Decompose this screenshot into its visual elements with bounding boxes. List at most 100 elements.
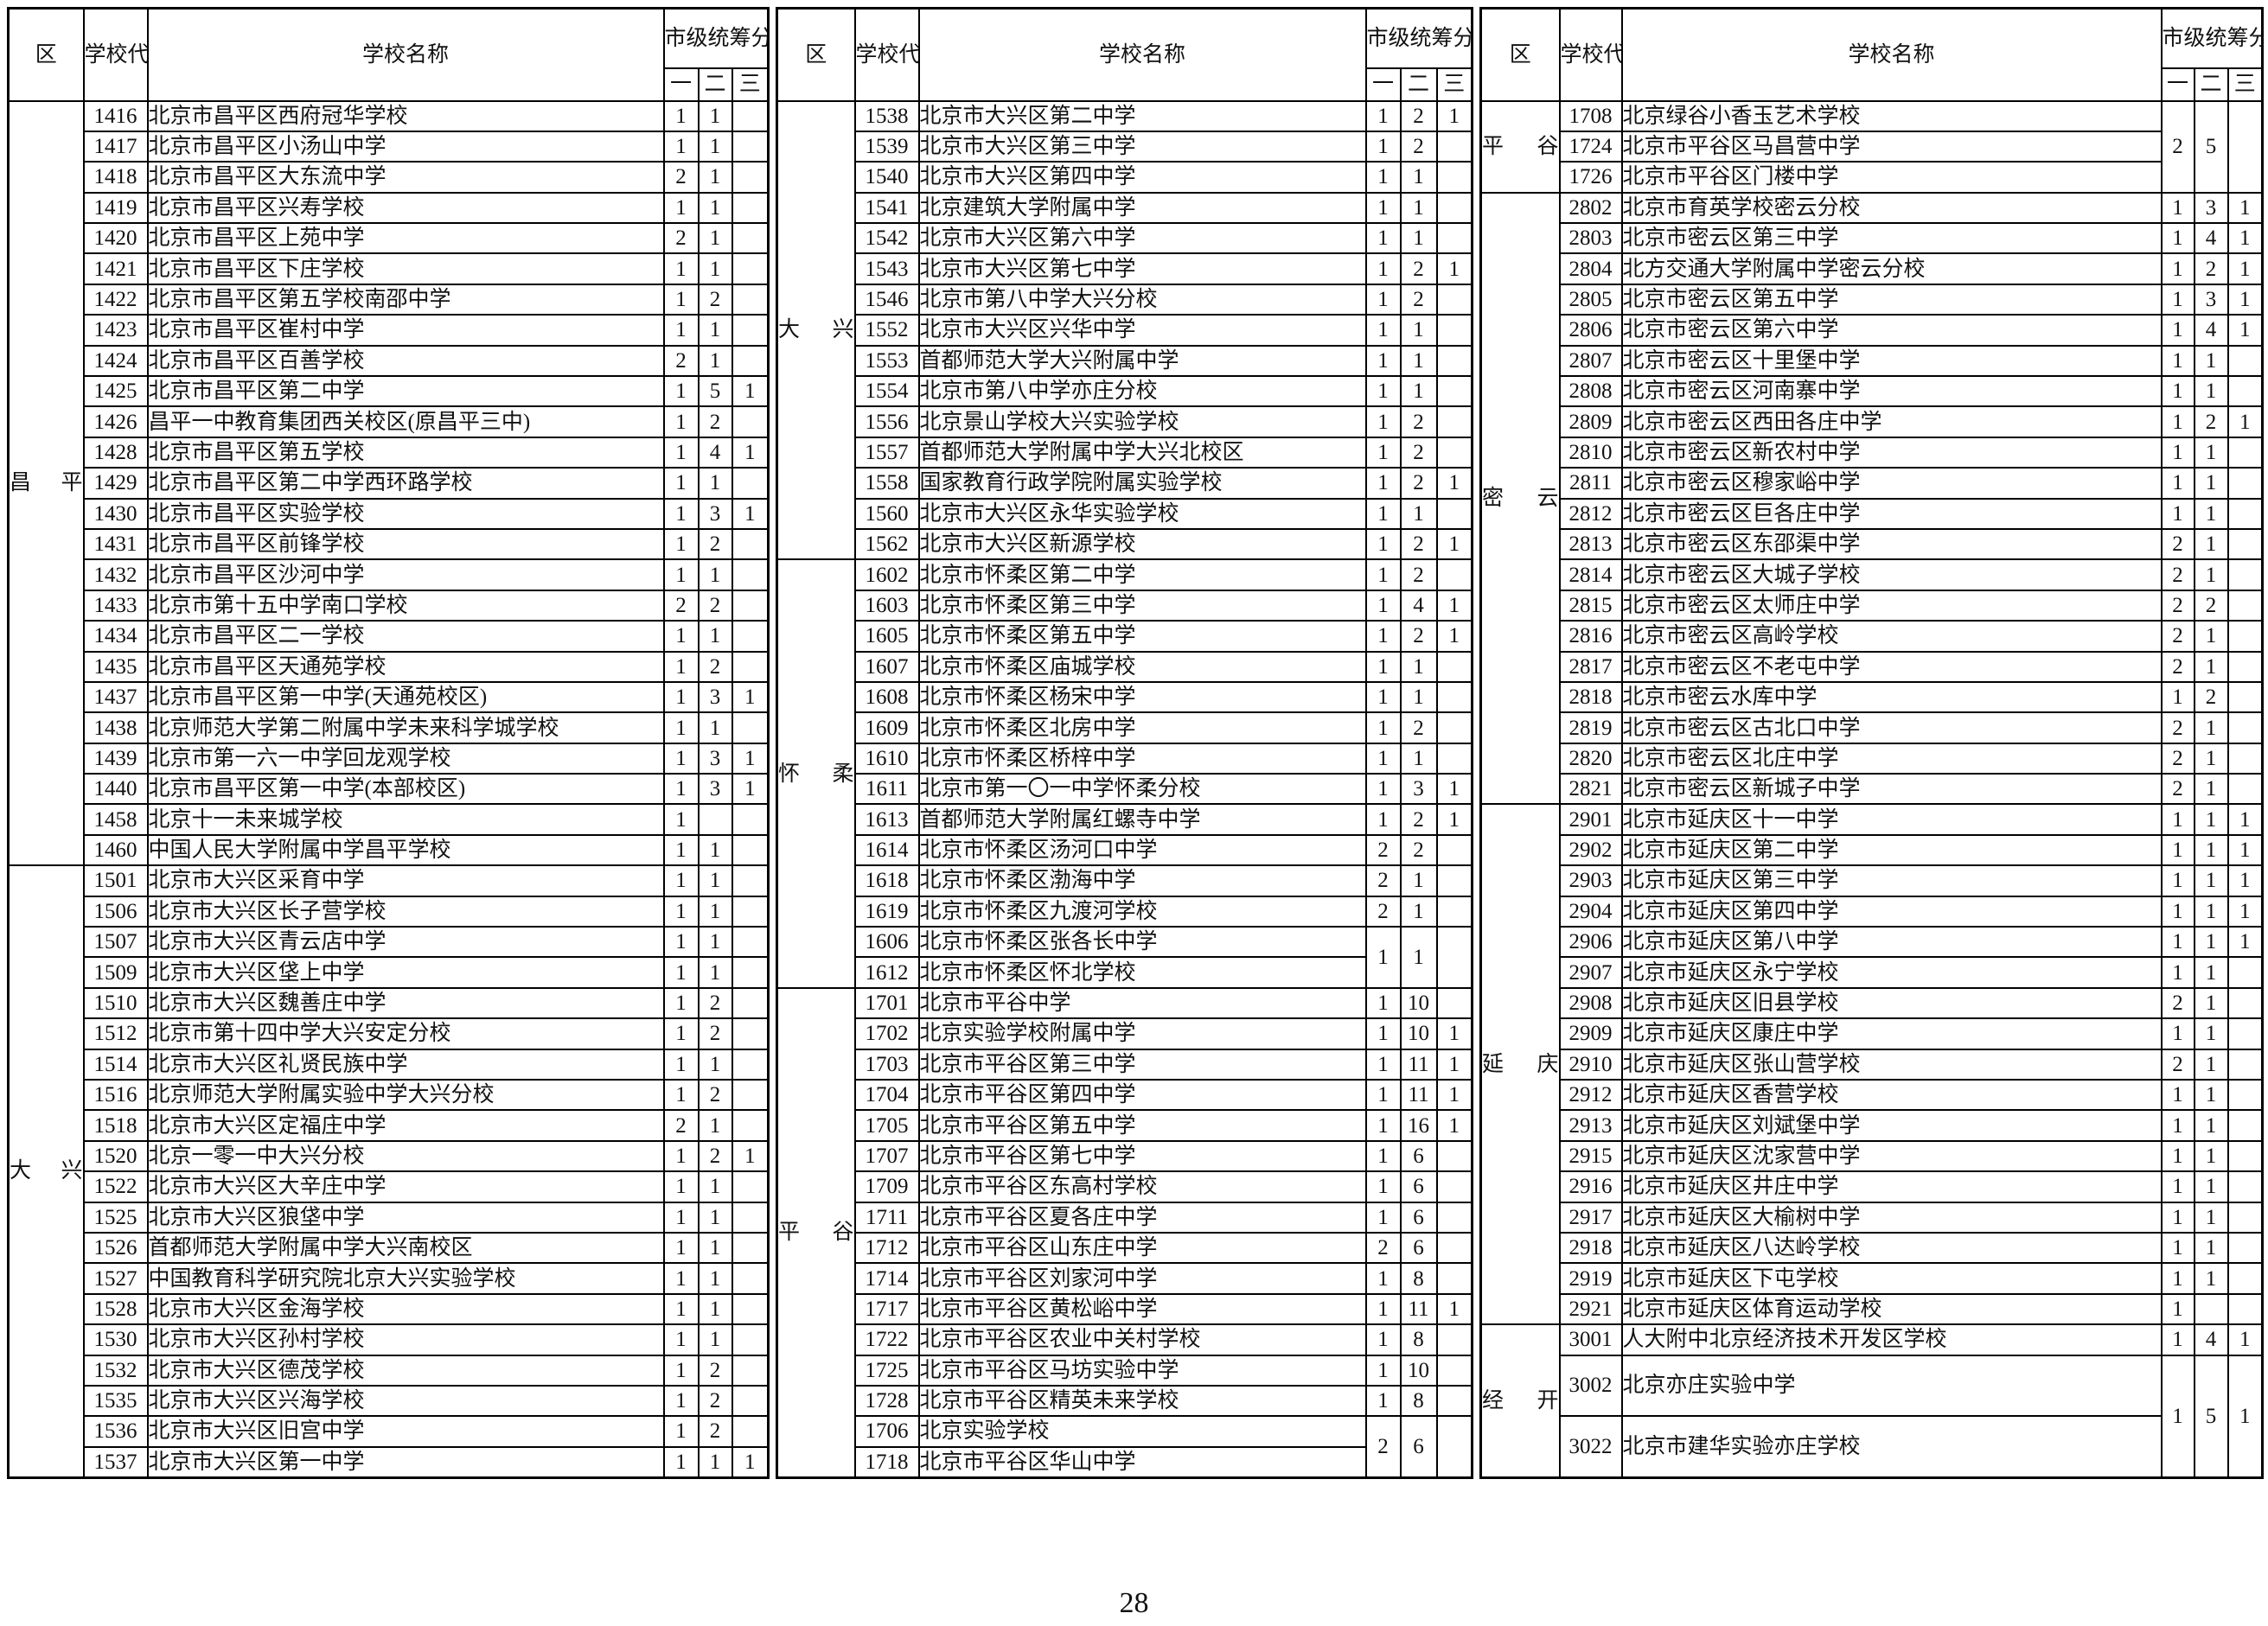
quota-tier-3 (731, 191, 770, 225)
page-number: 28 (1119, 1587, 1149, 1619)
quota-tier-3 (2226, 1170, 2264, 1203)
quota-tier-2: 1 (1399, 375, 1438, 408)
school-name: 北京市密云区新农村中学 (1620, 436, 2163, 469)
table-row: 大 兴 1501 北京市大兴区采育中学 1 1 (7, 864, 770, 1479)
table-row: 1706 北京实验学校 2 6 (777, 1415, 1473, 1479)
table-row: 2919 北京市延庆区下屯学校 1 1 (1481, 1262, 2264, 1295)
quota-tier-3 (1435, 191, 1473, 225)
quota-tier-3 (731, 986, 770, 1020)
table-row: 经 开 3001 人大附中北京经济技术开发区学校 1 4 1 (1479, 1323, 2264, 1479)
quota-tier-1: 1 (662, 314, 700, 347)
school-code: 1552 (853, 314, 920, 347)
school-code: 2814 (1558, 558, 1623, 591)
quota-tier-3 (731, 1017, 770, 1050)
table-row: 1530 北京市大兴区孙村学校 1 1 (9, 1323, 770, 1356)
quota-tier-2: 1 (697, 558, 733, 591)
school-code: 2918 (1558, 1231, 1623, 1265)
table-row: 1607 北京市怀柔区庙城学校 1 1 (777, 650, 1473, 683)
school-code: 2913 (1558, 1109, 1623, 1142)
quota-tier-2: 1 (2193, 803, 2229, 836)
quota-tier-2: 2 (2193, 589, 2229, 622)
table-row: 1420 北京市昌平区上苑中学 2 1 (9, 222, 770, 255)
quota-tier-3 (2226, 773, 2264, 806)
quota-tier-1: 1 (2160, 191, 2195, 225)
school-name: 北京实验学校 (917, 1415, 1367, 1448)
header-school-name: 学校名称 (146, 7, 665, 102)
quota-tier-1: 1 (1364, 711, 1402, 744)
table-row: 1458 北京十一未来城学校 1 (9, 803, 770, 836)
quota-tier-2: 1 (2193, 1017, 2229, 1050)
quota-tier-2: 1 (2193, 773, 2229, 806)
header-school-code: 学校代码 (853, 7, 920, 102)
quota-tier-2: 2 (697, 1415, 733, 1448)
quota-tier-3 (731, 1323, 770, 1356)
header-school-name: 学校名称 (1620, 7, 2163, 102)
quota-tier-3: 1 (1435, 1109, 1473, 1142)
table-row: 1419 北京市昌平区兴寿学校 1 1 (9, 191, 770, 225)
quota-tier-1: 1 (2160, 252, 2195, 285)
table-row: 1428 北京市昌平区第五学校 1 4 1 (9, 436, 770, 469)
quota-tier-3 (1435, 497, 1473, 530)
school-code: 1708 (1558, 99, 1623, 132)
school-code: 1525 (82, 1201, 149, 1234)
quota-tier-1: 1 (2160, 1231, 2195, 1265)
school-name: 北京市密云区十里堡中学 (1620, 344, 2163, 378)
school-code: 1527 (82, 1262, 149, 1295)
quota-tier-1: 2 (2160, 773, 2195, 806)
quota-tier-1: 1 (2160, 1139, 2195, 1173)
school-name: 北京市第十五中学南口学校 (146, 589, 665, 622)
quota-tier-1: 1 (662, 467, 700, 500)
school-name: 北京市大兴区第六中学 (917, 222, 1367, 255)
quota-tier-2: 1 (697, 222, 733, 255)
quota-tier-2: 4 (697, 436, 733, 469)
school-name: 北京市怀柔区杨宋中学 (917, 680, 1367, 714)
quota-tier-1: 2 (662, 344, 700, 378)
school-name: 北京市大兴区魏善庄中学 (146, 986, 665, 1020)
table-row: 1525 北京市大兴区狼垡中学 1 1 (9, 1201, 770, 1234)
header-district: 区 (7, 7, 85, 102)
table-row: 1554 北京市第八中学亦庄分校 1 1 (777, 375, 1473, 408)
quota-tier-2: 2 (697, 1354, 733, 1387)
quota-tier-1: 1 (662, 1201, 700, 1234)
quota-tier-2: 2 (697, 1078, 733, 1112)
school-name: 北京市大兴区采育中学 (146, 864, 665, 897)
quota-tier-2: 1 (697, 1201, 733, 1234)
quota-tier-1: 1 (662, 405, 700, 438)
school-code: 1516 (82, 1078, 149, 1112)
table-row: 2909 北京市延庆区康庄中学 1 1 (1481, 1017, 2264, 1050)
school-code: 1711 (853, 1201, 920, 1234)
quota-tier-3 (731, 650, 770, 683)
quota-tier-2: 2 (697, 527, 733, 561)
table-row: 1418 北京市昌平区大东流中学 2 1 (9, 161, 770, 194)
table-row: 1703 北京市平谷区第三中学 1 11 1 (777, 1048, 1473, 1081)
school-code: 2803 (1558, 222, 1623, 255)
school-code: 1512 (82, 1017, 149, 1050)
school-code: 2815 (1558, 589, 1623, 622)
table-row: 1726 北京市平谷区门楼中学 (1481, 161, 2263, 194)
quota-tier-3 (731, 1354, 770, 1387)
school-name: 北京市第一六一中学回龙观学校 (146, 742, 665, 775)
school-name: 北京景山学校大兴实验学校 (917, 405, 1367, 438)
school-name: 北京市大兴区青云店中学 (146, 926, 665, 959)
quota-tier-3: 1 (2226, 803, 2264, 836)
table-row: 1725 北京市平谷区马坊实验中学 1 10 (777, 1354, 1473, 1387)
table-row: 2805 北京市密云区第五中学 1 3 1 (1481, 283, 2264, 316)
school-code: 3001 (1558, 1323, 1623, 1356)
table-row: 2811 北京市密云区穆家峪中学 1 1 (1481, 467, 2264, 500)
table-row: 1709 北京市平谷区东高村学校 1 6 (777, 1170, 1473, 1203)
quota-tier-3 (731, 803, 770, 836)
school-name: 北京市密云区第六中学 (1620, 314, 2163, 347)
quota-tier-3: 1 (731, 375, 770, 408)
table-row: 2804 北方交通大学附属中学密云分校 1 2 1 (1481, 252, 2264, 285)
quota-tier-2: 1 (697, 620, 733, 653)
quota-tier-3: 1 (731, 773, 770, 806)
school-code: 2816 (1558, 620, 1623, 653)
quota-tier-2: 2 (1399, 252, 1438, 285)
school-name: 北京市第八中学大兴分校 (917, 283, 1367, 316)
quota-tier-3 (1435, 558, 1473, 591)
quota-tier-1: 1 (662, 527, 700, 561)
quota-tier-2: 1 (1399, 680, 1438, 714)
table-row: 2809 北京市密云区西田各庄中学 1 2 1 (1481, 405, 2264, 438)
school-name: 北京市延庆区下屯学校 (1620, 1262, 2163, 1295)
quota-tier-2: 2 (1399, 99, 1438, 132)
